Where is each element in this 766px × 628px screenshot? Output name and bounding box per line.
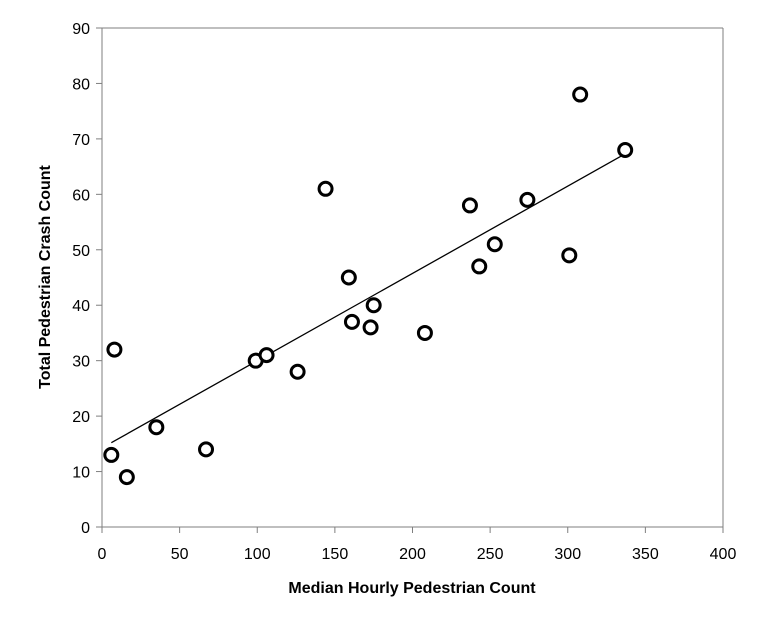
y-axis-title: Total Pedestrian Crash Count bbox=[37, 164, 54, 388]
data-point bbox=[362, 319, 379, 336]
data-point bbox=[289, 363, 306, 380]
data-point bbox=[118, 469, 135, 486]
y-tick-label: 30 bbox=[72, 354, 90, 371]
y-tick-label: 70 bbox=[72, 132, 90, 149]
data-point bbox=[561, 247, 578, 264]
y-axis-ticks: 0 10 20 30 40 50 60 70 80 90 bbox=[72, 21, 102, 537]
x-tick-label: 300 bbox=[554, 546, 581, 563]
data-point bbox=[103, 446, 120, 463]
data-point bbox=[519, 191, 536, 208]
data-point bbox=[365, 297, 382, 314]
x-tick-label: 400 bbox=[710, 546, 737, 563]
y-tick-label: 10 bbox=[72, 465, 90, 482]
x-tick-label: 0 bbox=[98, 546, 107, 563]
data-point bbox=[572, 86, 589, 103]
x-tick-label: 150 bbox=[322, 546, 349, 563]
data-point bbox=[258, 347, 275, 364]
y-tick-label: 80 bbox=[72, 76, 90, 93]
x-axis-ticks: 0 50 100 150 200 250 300 350 400 bbox=[98, 527, 737, 563]
trendline bbox=[110, 153, 626, 444]
data-point bbox=[461, 197, 478, 214]
data-point bbox=[617, 141, 634, 158]
x-tick-label: 250 bbox=[477, 546, 504, 563]
trendline-layer bbox=[110, 153, 626, 444]
y-tick-label: 0 bbox=[81, 520, 90, 537]
y-tick-label: 20 bbox=[72, 409, 90, 426]
data-point bbox=[486, 236, 503, 253]
y-tick-label: 90 bbox=[72, 21, 90, 38]
x-tick-label: 350 bbox=[632, 546, 659, 563]
data-point bbox=[198, 441, 215, 458]
data-point bbox=[317, 180, 334, 197]
x-tick-label: 200 bbox=[399, 546, 426, 563]
plot-area bbox=[101, 27, 724, 528]
data-point bbox=[106, 341, 123, 358]
x-tick-label: 50 bbox=[171, 546, 189, 563]
data-point bbox=[343, 313, 360, 330]
data-point bbox=[340, 269, 357, 286]
data-point bbox=[148, 419, 165, 436]
y-tick-label: 40 bbox=[72, 298, 90, 315]
data-point bbox=[416, 324, 433, 341]
y-tick-label: 50 bbox=[72, 243, 90, 260]
x-tick-label: 100 bbox=[244, 546, 271, 563]
y-tick-label: 60 bbox=[72, 187, 90, 204]
data-points bbox=[103, 86, 634, 486]
data-point bbox=[471, 258, 488, 275]
x-axis-title: Median Hourly Pedestrian Count bbox=[288, 580, 536, 597]
